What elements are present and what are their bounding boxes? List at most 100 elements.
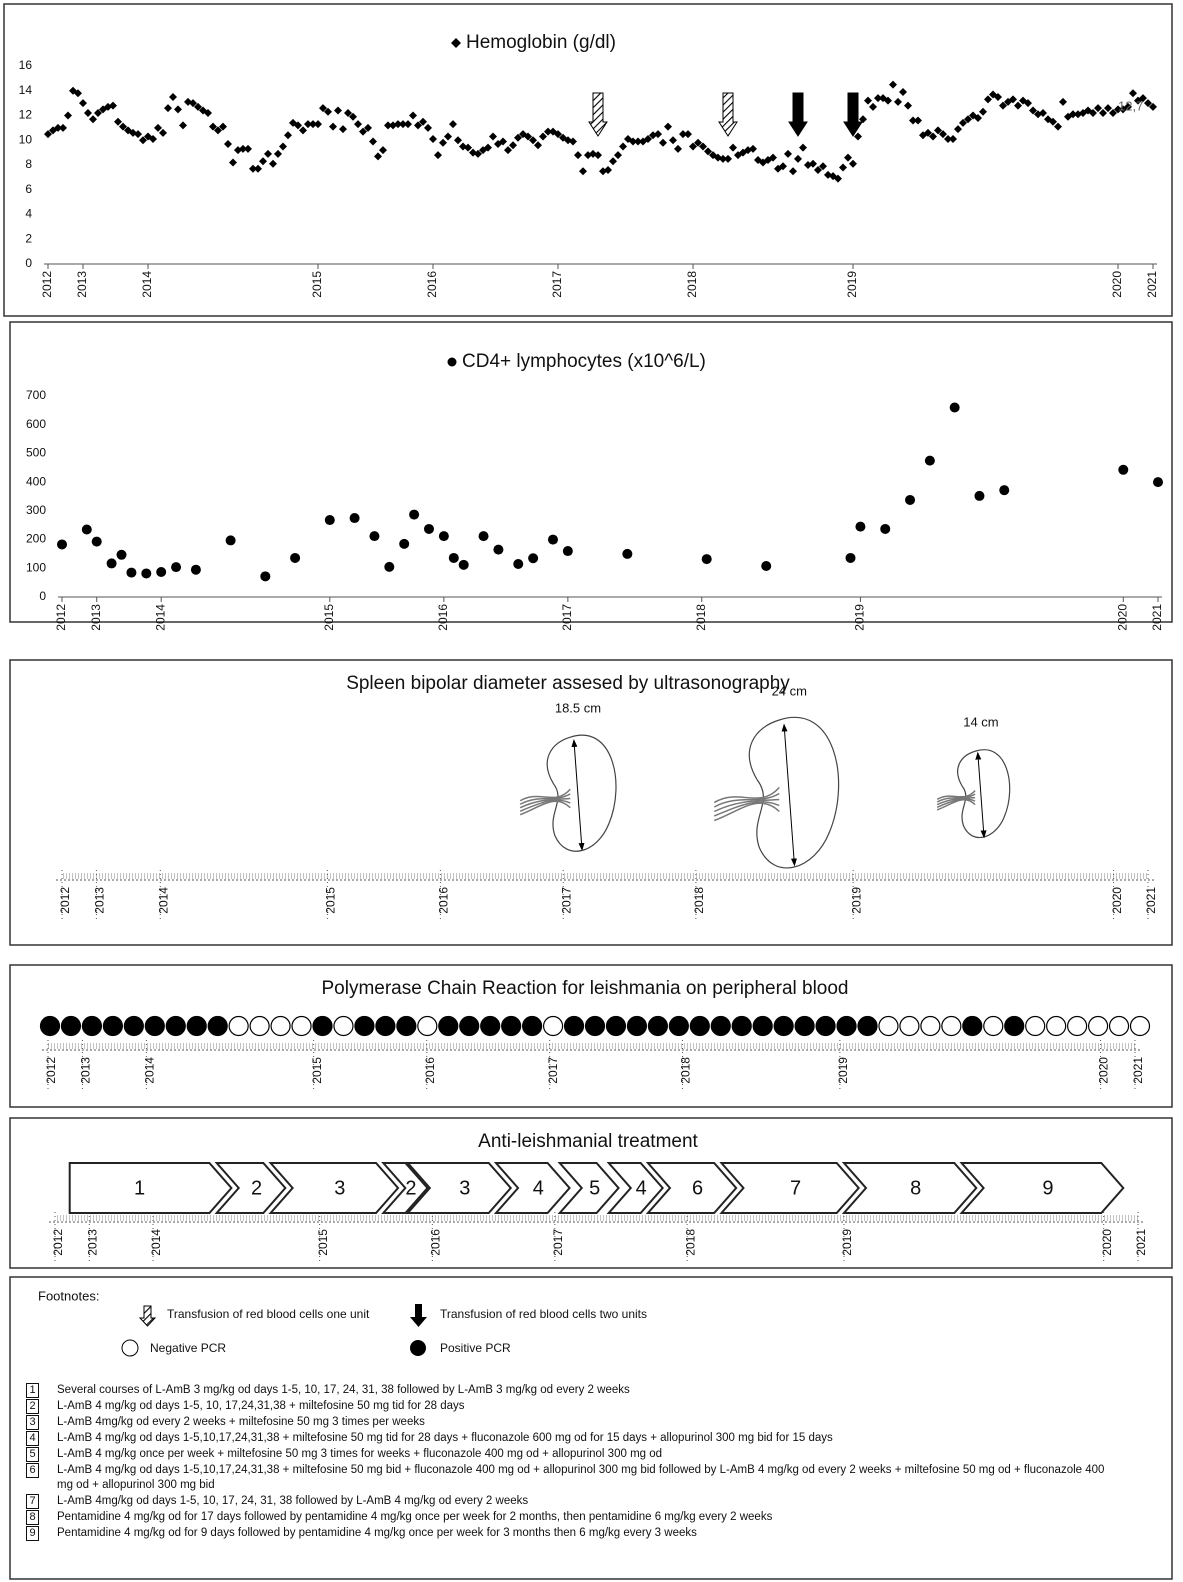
treatment-label: 7 [790,1177,801,1199]
point [409,112,417,120]
point [409,510,419,520]
x-tick-label: 2015 [316,1229,330,1256]
legend-icon [410,1304,427,1327]
point [925,456,935,466]
x-tick-label: 2021 [1144,887,1158,914]
point [622,549,632,559]
point [350,513,360,523]
pcr-result [1047,1017,1066,1036]
footnote-text: Several courses of L-AmB 3 mg/kg od days… [57,1383,630,1398]
point [449,120,457,128]
point [729,144,737,152]
point [269,160,277,168]
title-marker [448,358,457,367]
x-tick-label: 2013 [93,887,107,914]
y-tick-label: 10 [19,132,33,146]
point [489,133,497,141]
point [179,121,187,129]
annotation: 12,7 [1118,98,1143,113]
treatment-label: 4 [533,1177,544,1199]
footnote-number: 9 [26,1526,39,1541]
x-tick-label: 2014 [143,1057,157,1084]
chart-title: CD4+ lymphocytes (x10^6/L) [462,351,706,372]
pcr-result [544,1017,563,1036]
point [548,535,558,545]
spleen-outline [749,717,838,868]
treatment-label: 4 [636,1177,647,1199]
point [999,485,1009,495]
point [354,120,362,128]
point [229,159,237,167]
x-tick-label: 2018 [679,1057,693,1084]
point [1054,123,1062,131]
figure: Hemoglobin (g/dl) CD4+ lymphocytes (x10^… [0,0,1183,1582]
pcr-result [1131,1017,1150,1036]
footnote-number: 7 [26,1494,39,1509]
point [379,146,387,154]
point [325,515,335,525]
panel-title: Polymerase Chain Reaction for leishmania… [321,978,848,999]
pcr-result [753,1017,772,1036]
point [84,109,92,117]
point [794,155,802,163]
point [1094,104,1102,112]
x-tick-label: 2012 [54,604,68,631]
pcr-result [523,1017,542,1036]
x-tick-label: 2016 [423,1057,437,1084]
point [479,531,489,541]
x-tick-label: 2012 [51,1229,65,1256]
point [264,150,272,158]
legend-text: Transfusion of red blood cells two units [440,1307,647,1321]
point [904,102,912,110]
point [89,115,97,123]
point [1118,465,1128,475]
pcr-result [61,1017,80,1036]
point [614,151,622,159]
pcr-result [376,1017,395,1036]
footnote-list: 1Several courses of L-AmB 3 mg/kg od day… [26,1383,1116,1542]
pcr-result [711,1017,730,1036]
x-tick-label: 2013 [75,271,89,298]
x-tick-label: 2014 [140,271,154,298]
x-tick-label: 2020 [1100,1229,1114,1256]
y-tick-label: 16 [19,58,33,72]
x-tick-label: 2015 [324,887,338,914]
spleen-outline [547,735,616,851]
point [454,136,462,144]
point [761,561,771,571]
x-tick-label: 2020 [1097,1057,1111,1084]
transfusion-arrow [789,93,807,136]
treatment-label: 3 [334,1177,345,1199]
point [869,103,877,111]
y-tick-label: 100 [26,560,46,574]
pcr-result [984,1017,1003,1036]
x-tick-label: 2018 [683,1229,697,1256]
point [493,545,503,555]
x-tick-label: 2018 [685,271,699,298]
point [444,133,452,141]
point [424,524,434,534]
x-tick-label: 2014 [156,887,170,914]
point [619,142,627,150]
point [117,550,127,560]
point [434,151,442,159]
point [224,140,232,148]
point [114,118,122,126]
spleen-label: 18.5 cm [555,701,601,716]
point [563,546,573,556]
page: Hemoglobin (g/dl) CD4+ lymphocytes (x10^… [0,0,1183,1582]
pcr-result [208,1017,227,1036]
point [504,146,512,154]
pcr-result [774,1017,793,1036]
pcr-result [648,1017,667,1036]
y-tick-label: 300 [26,503,46,517]
x-tick-label: 2016 [429,1229,443,1256]
point [374,152,382,160]
pcr-result [481,1017,500,1036]
pcr-result [187,1017,206,1036]
pcr-result [124,1017,143,1036]
title-marker [451,38,461,48]
point [574,151,582,159]
treatment-label: 1 [134,1177,145,1199]
x-tick-label: 2016 [437,887,451,914]
